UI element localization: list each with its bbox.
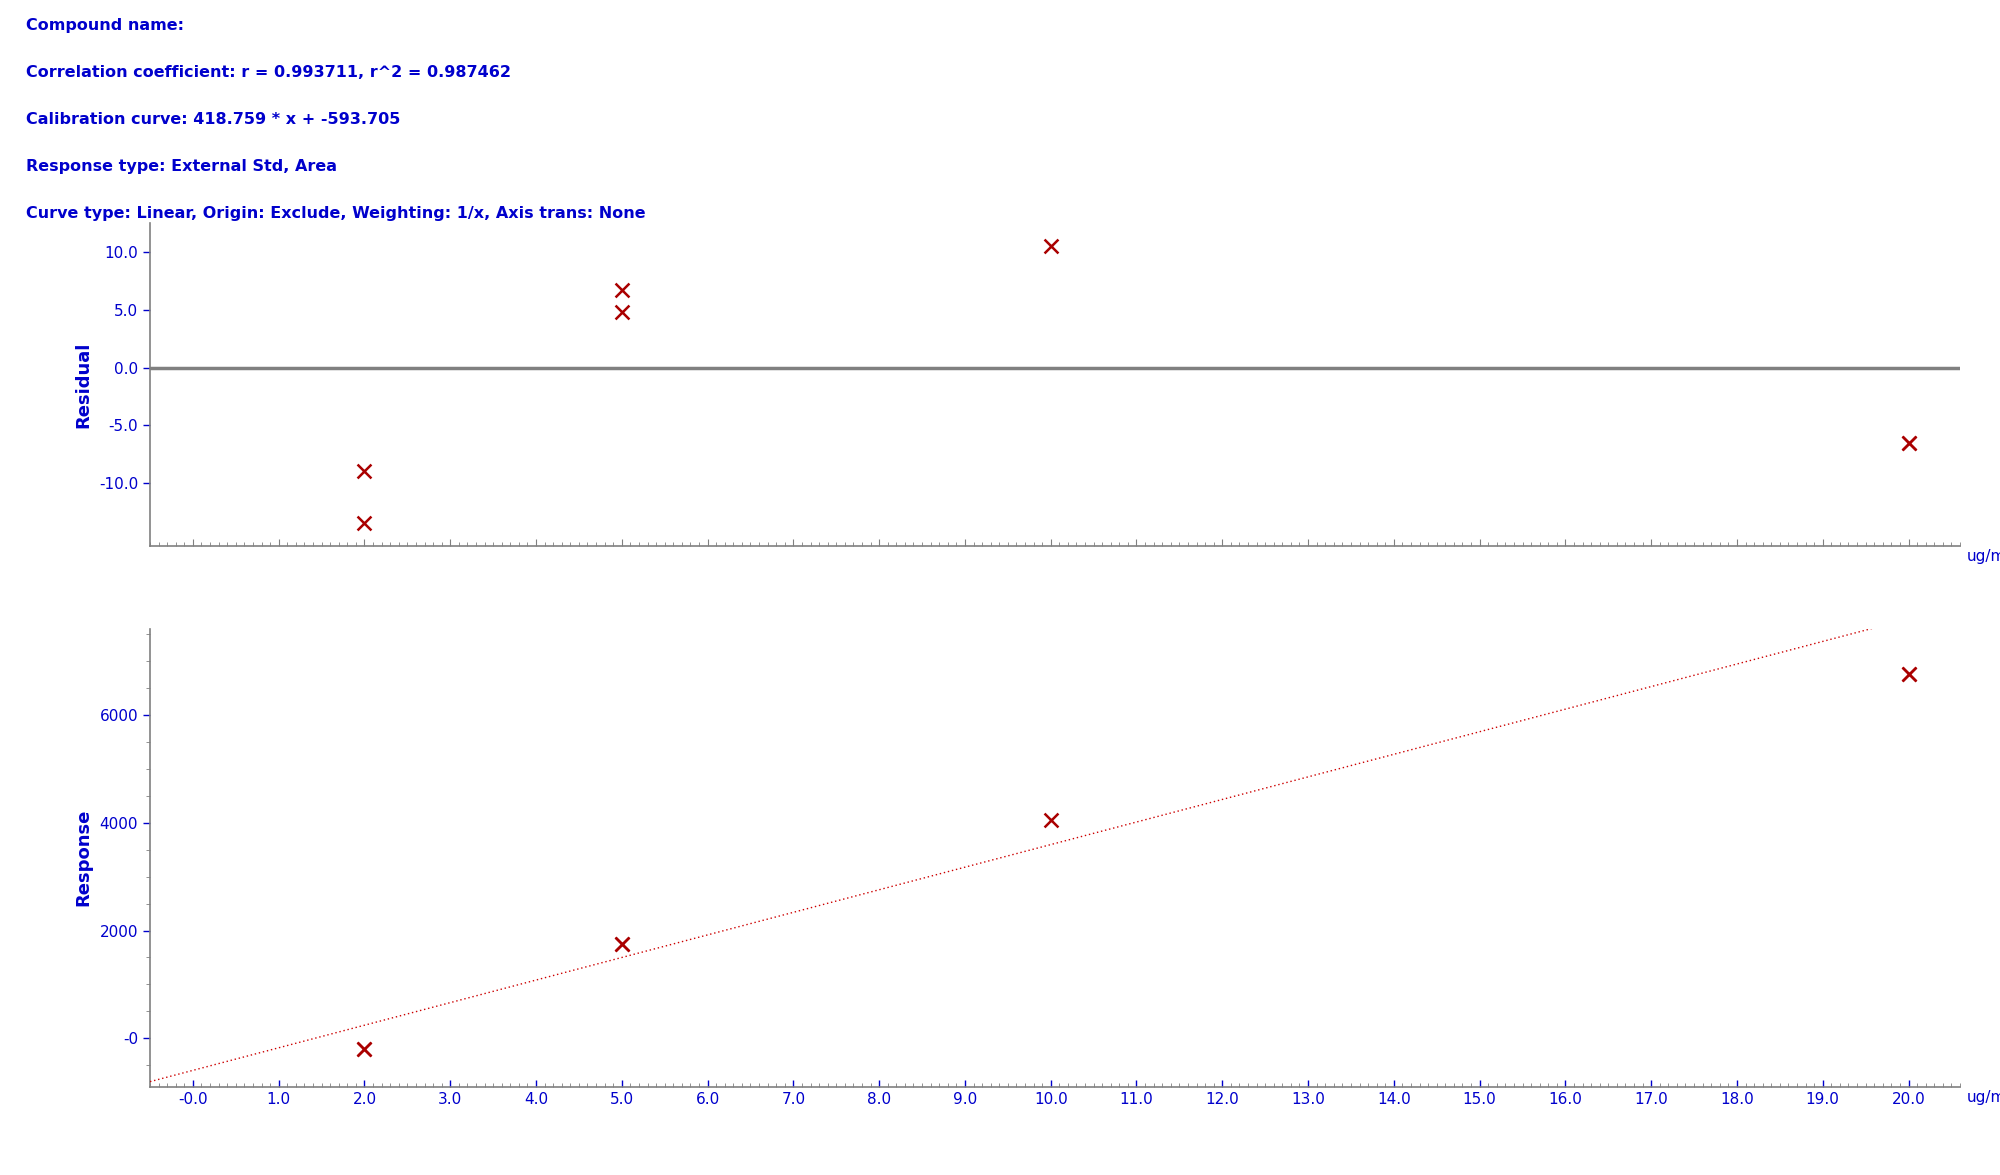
Point xyxy=(606,281,638,300)
Text: Curve type: Linear, Origin: Exclude, Weighting: 1/x, Axis trans: None: Curve type: Linear, Origin: Exclude, Wei… xyxy=(26,206,646,221)
Point xyxy=(348,513,380,532)
Point xyxy=(348,462,380,481)
Y-axis label: Response: Response xyxy=(74,810,92,906)
Point xyxy=(1892,665,1924,684)
Point xyxy=(606,934,638,953)
Text: Correlation coefficient: r = 0.993711, r^2 = 0.987462: Correlation coefficient: r = 0.993711, r… xyxy=(26,65,512,80)
Point xyxy=(1034,811,1066,830)
Text: Response type: External Std, Area: Response type: External Std, Area xyxy=(26,159,336,174)
Point xyxy=(348,1040,380,1059)
Text: ug/mL: ug/mL xyxy=(1966,549,2000,564)
Point xyxy=(1892,665,1924,684)
Text: Calibration curve: 418.759 * x + -593.705: Calibration curve: 418.759 * x + -593.70… xyxy=(26,112,400,127)
Y-axis label: Residual: Residual xyxy=(74,342,92,428)
Text: Compound name:: Compound name: xyxy=(26,18,184,33)
Point xyxy=(1892,434,1924,452)
Point xyxy=(606,303,638,322)
Point xyxy=(1034,237,1066,256)
Point xyxy=(606,934,638,953)
Point xyxy=(1892,434,1924,452)
Point xyxy=(348,1040,380,1059)
Text: ug/mL: ug/mL xyxy=(1966,1089,2000,1104)
